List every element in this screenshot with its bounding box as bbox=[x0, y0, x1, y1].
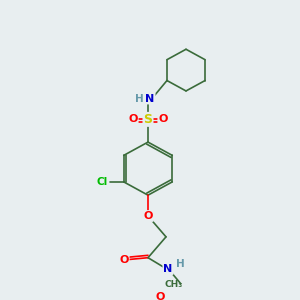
Text: O: O bbox=[119, 255, 129, 265]
Text: O: O bbox=[158, 114, 168, 124]
Text: CH₃: CH₃ bbox=[165, 280, 183, 289]
Text: S: S bbox=[143, 113, 152, 126]
Text: O: O bbox=[143, 211, 153, 221]
Text: H: H bbox=[176, 259, 184, 269]
Text: N: N bbox=[146, 94, 154, 103]
Text: Cl: Cl bbox=[96, 177, 107, 187]
Text: H: H bbox=[135, 94, 143, 103]
Text: O: O bbox=[128, 114, 138, 124]
Text: O: O bbox=[155, 292, 164, 300]
Text: N: N bbox=[164, 264, 172, 274]
